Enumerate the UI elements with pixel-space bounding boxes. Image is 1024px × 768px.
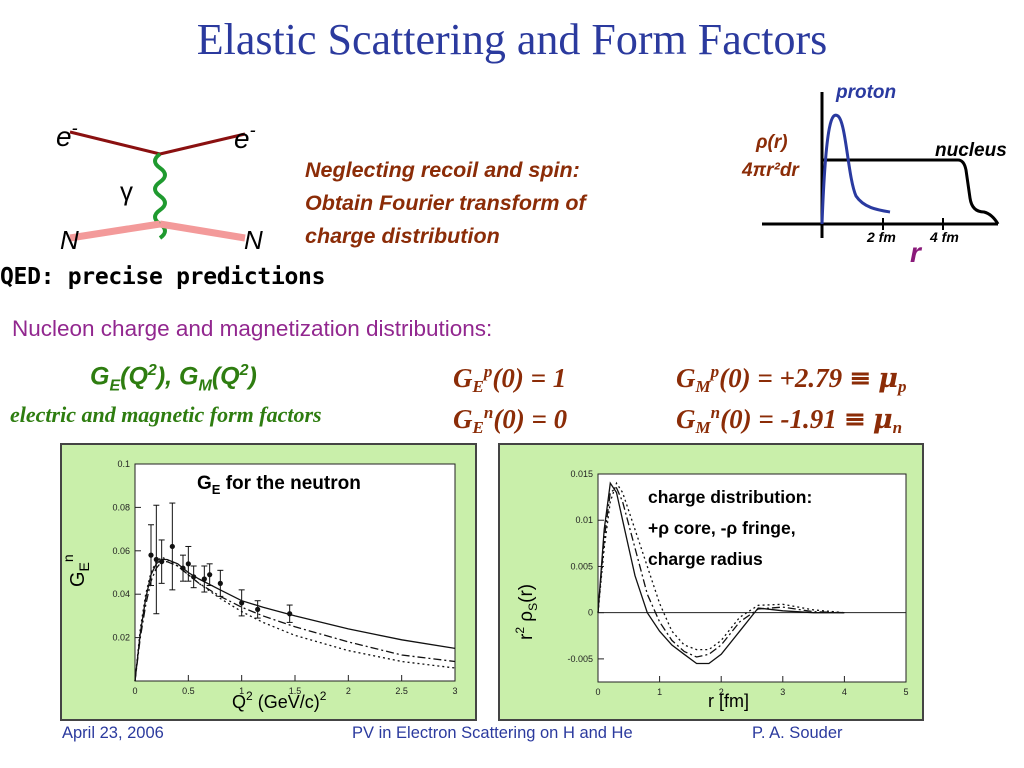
charge-distribution-chart-panel: 0 1 2 3 4 5 0.015 0.01 0.005 0 -0.005 charge distr… [498,443,924,721]
nucleus-label: nucleus [935,140,1007,161]
ge-neutron-equation: GEn(0) = 0 [453,403,568,437]
ge-neutron-xtick-label: 3 [452,686,457,696]
charge-dist-ytick-label: 0.005 [570,561,593,571]
proton-label: proton [835,82,896,103]
ge-neutron-chart-panel: 0 0.5 1 1.5 2 2.5 3 0.02 0.04 0.06 0.08 0.1 GE for … [60,443,477,721]
charge-dist-annotation-2: +ρ core, -ρ fringe, [648,518,796,538]
electron-line-out [159,132,246,156]
ge-neutron-xtick-label: 0 [132,686,137,696]
ge-neutron-data-point [185,561,191,567]
nucleon-out-label: N [244,225,263,255]
charge-dist-series-solid-line [597,481,845,665]
gm-proton-equation: GMp(0) = +2.79 ≡ μp [676,362,907,396]
density-tick-label-2fm: 2 fm [866,229,896,245]
footer-date: April 23, 2006 [62,724,164,742]
charge-dist-annotation-1: charge distribution: [648,487,812,507]
ge-neutron-xlabel: Q2 (GeV/c)2 [232,689,327,712]
ge-neutron-xtick-label: 1 [239,686,244,696]
ge-neutron-data-point [201,576,207,582]
slide-title: Elastic Scattering and Form Factors [196,15,828,64]
charge-dist-annotation-3: charge radius [648,549,763,569]
nucleus-curve [822,158,1000,225]
charge-dist-plot-area [597,473,907,683]
ge-neutron-series-dashdot-line [134,561,456,682]
density-plot: proton nucleus ρ(r) 4πr²dr 2 fm 4 fm r [741,82,1007,268]
ge-neutron-ylabel: GEn [62,554,92,587]
density-xlabel: r [910,237,923,268]
charge-dist-ytick-label: 0.015 [570,469,593,479]
gm-neutron-equation: GMn(0) = -1.91 ≡ μn [676,403,903,437]
ge-neutron-data-point [239,600,245,606]
electron-in-label: e- [56,118,78,152]
nucleon-line-out [159,220,246,242]
ge-neutron-data-point [255,606,261,612]
ge-neutron-data-point [153,556,159,563]
charge-dist-xtick-label: 2 [719,687,724,697]
charge-dist-ytick-label: 0.01 [575,515,593,525]
ge-neutron-chart: 0 0.5 1 1.5 2 2.5 3 0.02 0.04 0.06 0.08 0.1 GE for … [60,459,458,712]
density-ylabel-top: ρ(r) [755,132,788,153]
charge-dist-xtick-label: 4 [842,687,847,697]
nucleon-line-in [69,220,161,242]
ge-gm-expression: GE(Q2), GM(Q2) [90,362,257,395]
ge-neutron-data-point [217,580,223,586]
ge-neutron-data-point [191,574,197,580]
charge-dist-xtick-label: 5 [903,687,908,697]
charge-dist-ytick-label: 0 [588,608,593,618]
recoil-note-line-2: Obtain Fourier transform of [305,191,586,215]
electron-line-in [69,130,161,156]
footer-talk-title: PV in Electron Scattering on H and He [352,724,633,742]
ge-neutron-xtick-label: 2 [346,686,351,696]
density-ylabel-bottom: 4πr²dr [741,160,800,181]
charge-dist-ylabel: r2 ρS(r) [513,584,540,640]
ge-proton-equation: GEp(0) = 1 [453,362,567,396]
charge-dist-xlabel: r [fm] [708,691,749,711]
recoil-note-line-3: charge distribution [305,224,500,248]
ge-neutron-chart-title: GE for the neutron [197,473,361,497]
feynman-diagram: e- e- γ N N [56,118,263,255]
ge-neutron-ytick-label: 0.04 [112,589,130,599]
ge-neutron-data-point [159,559,165,565]
electron-out-label: e- [234,120,256,154]
ge-neutron-data-point [169,543,175,550]
ge-neutron-xtick-label: 2.5 [395,686,408,696]
charge-dist-ytick-label: -0.005 [567,654,593,664]
charge-dist-series-dotted-line [597,481,845,651]
form-factors-caption: electric and magnetic form factors [10,402,322,427]
recoil-note: Neglecting recoil and spin: Obtain Fouri… [305,154,685,253]
ge-neutron-ytick-label: 0.06 [112,546,130,556]
ge-neutron-ytick-label: 0.08 [112,502,130,512]
ge-neutron-xtick-label: 1.5 [289,686,302,696]
ge-neutron-data-point [287,611,293,617]
qed-caption: QED: precise predictions [0,264,326,290]
nucleon-in-label: N [60,225,79,255]
density-tick-label-4fm: 4 fm [929,229,959,245]
footer-author: P. A. Souder [752,724,843,742]
ge-neutron-xtick-label: 0.5 [182,686,195,696]
ge-neutron-data-point [180,565,186,571]
photon-label: γ [120,176,133,206]
charge-dist-xtick-label: 3 [780,687,785,697]
ge-neutron-data-point [148,552,154,558]
ge-neutron-ytick-label: 0.1 [117,459,130,469]
proton-curve [820,113,891,225]
ge-neutron-ytick-label: 0.02 [112,633,130,643]
charge-dist-series-dashdot-line [597,486,845,658]
charge-distribution-chart: 0 1 2 3 4 5 0.015 0.01 0.005 0 -0.005 charge distr… [513,469,909,711]
charge-dist-xtick-label: 0 [595,687,600,697]
charge-dist-xtick-label: 1 [657,687,662,697]
ge-neutron-data-point [207,572,213,578]
recoil-note-line-1: Neglecting recoil and spin: [305,158,580,182]
nucleon-distributions-heading: Nucleon charge and magnetization distrib… [12,316,493,341]
